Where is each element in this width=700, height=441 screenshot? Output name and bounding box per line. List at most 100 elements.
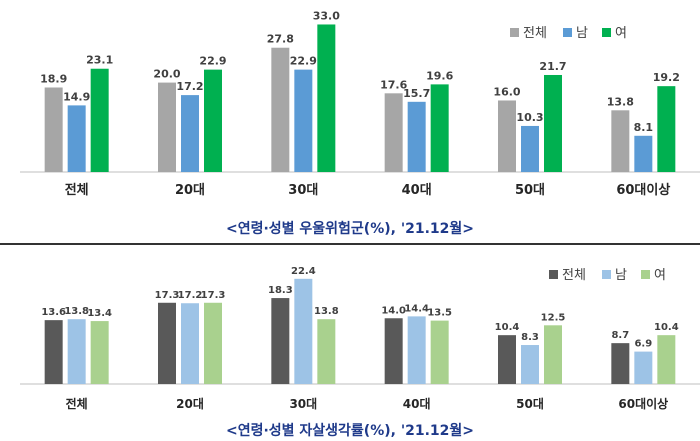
legend-swatch-남: [563, 28, 572, 37]
bar-전체-남: [67, 105, 86, 172]
data-label-전체-남: 14.9: [63, 90, 90, 103]
legend-label-남: 남: [576, 26, 588, 41]
data-label-60대이상-남: 8.1: [634, 121, 654, 134]
legend-label-전체: 전체: [562, 268, 586, 283]
legend-label-남: 남: [615, 268, 627, 283]
data-label-50대-남: 10.3: [516, 111, 543, 124]
data-label-20대-남: 17.2: [176, 80, 203, 93]
bar-30대-여: [317, 319, 336, 384]
category-label: 전체: [65, 182, 89, 198]
bar-50대-남: [521, 125, 539, 172]
bar-20대-여: [204, 69, 222, 172]
bar-40대-여: [430, 84, 449, 172]
panel-divider: [0, 243, 700, 245]
bar-50대-전체: [498, 100, 516, 172]
data-label-40대-여: 19.6: [426, 69, 453, 82]
data-label-20대-여: 17.3: [201, 290, 226, 301]
bar-50대-여: [544, 74, 562, 172]
bar-60대이상-여: [657, 86, 676, 172]
data-label-50대-전체: 16.0: [493, 85, 520, 98]
category-label: 30대: [289, 397, 317, 411]
category-label: 50대: [516, 397, 544, 411]
depression-risk-chart-panel: 18.9 14.9 23.1 전체 20.0 17.2 22.9 20대 27.8 22.9 33.…: [20, 9, 700, 237]
data-label-20대-전체: 17.3: [155, 290, 180, 301]
legend-swatch-전체: [510, 28, 519, 37]
data-label-20대-남: 17.2: [178, 290, 203, 301]
bar-전체-여: [90, 321, 109, 384]
bar-60대이상-전체: [611, 110, 630, 172]
depression-risk-chart: 18.9 14.9 23.1 전체 20.017.2 22.9 20대 27.8 22.9 33.…: [20, 9, 700, 198]
category-label: 60대이상: [616, 182, 670, 198]
category-label: 20대: [175, 183, 205, 198]
suicidal-ideation-chart-title: <연령·성별 자살생각률(%), '21.12월>: [225, 423, 475, 439]
data-label-전체-전체: 18.9: [40, 73, 67, 86]
data-label-30대-남: 22.9: [290, 55, 317, 68]
bar-50대-남: [521, 345, 539, 384]
bar-40대-남: [407, 101, 426, 172]
bar-30대-전체: [271, 298, 290, 384]
bar-60대이상-남: [634, 351, 653, 384]
bar-전체-여: [90, 68, 109, 172]
data-label-30대-여: 33.0: [313, 9, 340, 22]
data-label-40대-남: 14.4: [404, 303, 429, 314]
data-label-60대이상-여: 19.2: [653, 71, 680, 84]
bar-60대이상-여: [657, 335, 676, 384]
data-label-30대-남: 22.4: [291, 266, 316, 277]
bar-전체-남: [67, 319, 86, 384]
legend-label-전체: 전체: [523, 26, 547, 41]
bar-40대-전체: [384, 93, 403, 172]
bar-30대-여: [317, 24, 336, 173]
data-label-60대이상-전체: 8.7: [611, 330, 629, 341]
data-label-50대-여: 12.5: [541, 312, 566, 323]
bar-40대-남: [407, 316, 426, 384]
data-label-20대-여: 22.9: [199, 55, 226, 68]
data-label-전체-여: 23.1: [86, 54, 113, 67]
data-label-40대-전체: 14.0: [381, 305, 406, 316]
data-label-60대이상-전체: 13.8: [607, 95, 634, 108]
data-label-30대-전체: 18.3: [268, 285, 293, 296]
bar-30대-전체: [271, 47, 290, 172]
bar-60대이상-전체: [611, 343, 630, 384]
bar-20대-전체: [158, 82, 176, 172]
data-label-30대-여: 13.8: [314, 306, 339, 317]
bar-40대-전체: [384, 318, 403, 384]
category-label: 40대: [403, 397, 431, 411]
bar-전체-전체: [44, 87, 63, 172]
bar-40대-여: [430, 320, 449, 384]
legend-label-여: 여: [615, 26, 627, 41]
data-label-50대-여: 21.7: [539, 60, 566, 73]
category-label: 40대: [402, 183, 432, 198]
data-label-50대-남: 8.3: [521, 332, 539, 343]
legend-swatch-전체: [549, 270, 558, 279]
data-label-30대-전체: 27.8: [267, 33, 294, 46]
bar-20대-전체: [158, 302, 176, 384]
data-label-60대이상-여: 10.4: [654, 322, 679, 333]
bar-20대-여: [204, 302, 222, 384]
category-label: 전체: [66, 396, 88, 411]
bar-30대-남: [294, 278, 313, 384]
legend-swatch-여: [602, 28, 611, 37]
category-label: 60대이상: [618, 396, 668, 411]
data-label-전체-전체: 13.6: [41, 307, 66, 318]
legend-swatch-남: [602, 270, 611, 279]
suicidal-ideation-chart: 13.613.813.4전체17.317.217.320대18.322.413.…: [20, 266, 700, 411]
data-label-20대-전체: 20.0: [153, 68, 180, 81]
depression-risk-chart-title: <연령·성별 우울위험군(%), '21.12월>: [225, 221, 475, 237]
bar-50대-전체: [498, 335, 516, 384]
category-label: 20대: [176, 397, 204, 411]
bar-20대-남: [181, 303, 199, 384]
bar-60대이상-남: [634, 135, 653, 172]
bar-전체-전체: [44, 320, 63, 384]
data-label-40대-전체: 17.6: [380, 78, 407, 91]
data-label-40대-남: 15.7: [403, 87, 430, 100]
category-label: 50대: [515, 183, 545, 198]
suicidal-ideation-chart-panel: 13.6 13.8 13.4 전체 17.3 17.2 17.3 20대 18.3 22.4 13.…: [0, 248, 700, 441]
legend-swatch-여: [641, 270, 650, 279]
data-label-40대-여: 13.5: [427, 308, 452, 319]
data-label-전체-남: 13.8: [64, 306, 89, 317]
bar-50대-여: [544, 325, 562, 384]
bar-20대-남: [181, 95, 199, 172]
data-label-전체-여: 13.4: [87, 308, 112, 319]
data-label-50대-전체: 10.4: [495, 322, 520, 333]
category-label: 30대: [288, 183, 318, 198]
